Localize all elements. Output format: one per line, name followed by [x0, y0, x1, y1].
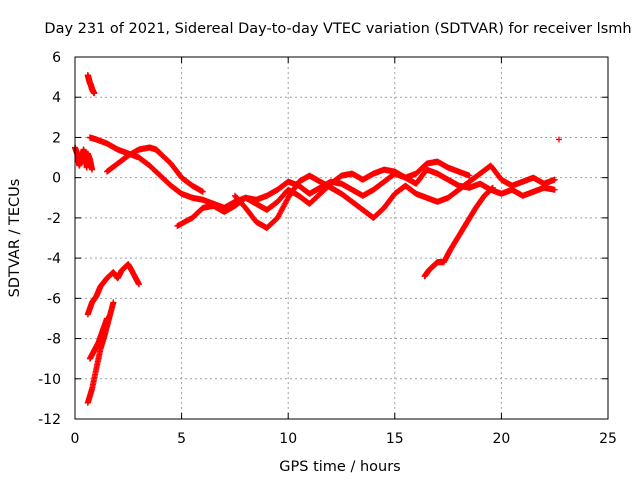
y-tick-label: -2 [47, 211, 61, 227]
series-left-dip-b [84, 299, 117, 406]
x-tick-label: 15 [386, 431, 404, 447]
series-main-track [86, 134, 558, 211]
data-point [91, 90, 98, 97]
x-tick-label: 20 [492, 431, 510, 447]
y-tick-label: 6 [52, 50, 61, 66]
y-tick-label: 2 [52, 130, 61, 146]
y-tick-label: 4 [52, 90, 61, 106]
data-point [489, 184, 496, 191]
series-mid-tracks-a [174, 158, 473, 229]
plot-frame [74, 56, 609, 420]
data-point [466, 172, 473, 179]
grid-lines [75, 57, 608, 419]
series-left-dip-a [84, 261, 142, 318]
x-tick-label: 5 [177, 431, 186, 447]
series-high-arc [84, 72, 98, 97]
data-point [135, 281, 142, 288]
y-tick-label: -10 [38, 372, 61, 388]
data-point [555, 136, 562, 143]
data-point [110, 299, 117, 306]
y-tick-label: -8 [47, 332, 61, 348]
data-point [89, 166, 96, 173]
data-points [72, 72, 562, 406]
data-point [103, 315, 110, 322]
y-tick-label: -12 [38, 412, 61, 428]
chart-title: Day 231 of 2021, Sidereal Day-to-day VTE… [44, 21, 631, 37]
data-point [551, 186, 558, 193]
x-axis-label: GPS time / hours [279, 459, 400, 475]
y-tick-label: 0 [52, 171, 61, 187]
series-upper-branch [103, 144, 206, 195]
axis-ticks: 0 5 10 15 20 25 -12 -10 -8 -6 -4 -2 0 2 4 6 [38, 50, 617, 447]
x-tick-label: 0 [71, 431, 80, 447]
y-axis-label: SDTVAR / TECUs [7, 179, 23, 298]
series-isolated-point [555, 136, 562, 143]
data-point [199, 188, 206, 195]
y-tick-label: -6 [47, 291, 61, 307]
series-mid-tracks-b [231, 162, 558, 231]
y-tick-label: -4 [47, 251, 61, 267]
series-recovery-rise [421, 184, 496, 280]
x-tick-label: 10 [279, 431, 297, 447]
x-tick-label: 25 [599, 431, 617, 447]
series-left-dip-c [86, 315, 110, 362]
data-point [551, 176, 558, 183]
